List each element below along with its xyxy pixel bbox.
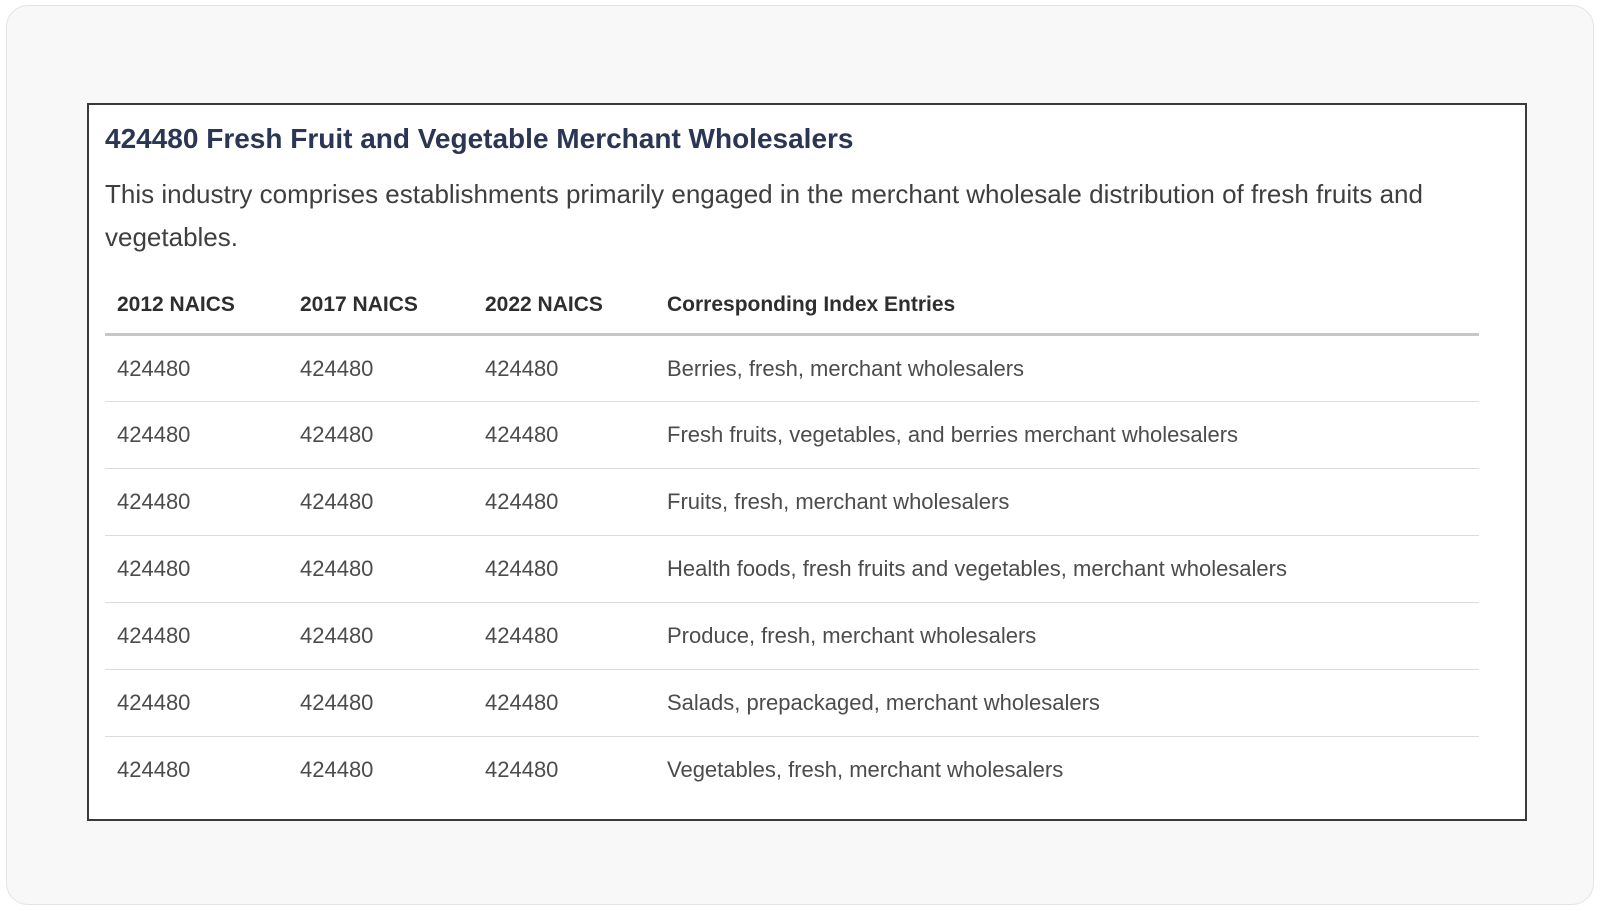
table-header-row: 2012 NAICS 2017 NAICS 2022 NAICS Corresp… bbox=[105, 293, 1479, 336]
naics-2012-cell: 424480 bbox=[105, 535, 288, 603]
column-header-index-entries: Corresponding Index Entries bbox=[655, 293, 1479, 336]
naics-2012-cell: 424480 bbox=[105, 401, 288, 469]
index-entry-cell: Vegetables, fresh, merchant wholesalers bbox=[667, 757, 1064, 783]
naics-2022-cell: 424480 bbox=[473, 602, 655, 670]
table-header: 2012 NAICS 2017 NAICS 2022 NAICS Corresp… bbox=[105, 293, 1479, 336]
index-entry-cell: Health foods, fresh fruits and vegetable… bbox=[655, 535, 1479, 603]
naics-2017-cell: 424480 bbox=[288, 669, 473, 737]
table-row: 424480 424480 424480 Vegetables, fresh, … bbox=[105, 737, 1479, 804]
naics-2017-cell: 424480 bbox=[288, 602, 473, 670]
naics-2022-cell: 424480 bbox=[473, 401, 655, 469]
naics-2022-cell: 424480 bbox=[473, 669, 655, 737]
table-body: 424480 424480 424480 Berries, fresh, mer… bbox=[105, 334, 1479, 804]
content-panel: 424480 Fresh Fruit and Vegetable Merchan… bbox=[6, 5, 1594, 905]
table-row: 424480 424480 424480 Fruits, fresh, merc… bbox=[105, 468, 1479, 536]
naics-crosswalk-table: 2012 NAICS 2017 NAICS 2022 NAICS Corresp… bbox=[105, 293, 1479, 804]
table-row: 424480 424480 424480 Salads, prepackaged… bbox=[105, 669, 1479, 737]
naics-2012-cell: 424480 bbox=[105, 468, 288, 536]
naics-2012-cell: 424480 bbox=[105, 669, 288, 737]
naics-2022-cell: 424480 bbox=[473, 468, 655, 536]
table-row: 424480 424480 424480 Fresh fruits, veget… bbox=[105, 401, 1479, 469]
column-header-2012-naics: 2012 NAICS bbox=[105, 293, 288, 336]
naics-2017-cell: 424480 bbox=[288, 334, 473, 402]
naics-2017-cell: 424480 bbox=[288, 401, 473, 469]
naics-2017-cell: 424480 bbox=[288, 535, 473, 603]
naics-2017-cell: 424480 bbox=[300, 757, 374, 783]
index-entry-cell: Berries, fresh, merchant wholesalers bbox=[655, 334, 1479, 402]
table-row: 424480 424480 424480 Produce, fresh, mer… bbox=[105, 602, 1479, 670]
naics-2022-cell: 424480 bbox=[473, 334, 655, 402]
index-entry-cell: Salads, prepackaged, merchant wholesaler… bbox=[655, 669, 1479, 737]
naics-2012-cell: 424480 bbox=[117, 757, 191, 783]
table-row: 424480 424480 424480 Health foods, fresh… bbox=[105, 535, 1479, 603]
industry-definition-card: 424480 Fresh Fruit and Vegetable Merchan… bbox=[87, 103, 1527, 821]
column-header-2022-naics: 2022 NAICS bbox=[473, 293, 655, 336]
index-entry-cell: Fruits, fresh, merchant wholesalers bbox=[655, 468, 1479, 536]
industry-description: This industry comprises establishments p… bbox=[105, 179, 1423, 252]
naics-2012-cell: 424480 bbox=[105, 334, 288, 402]
table-row: 424480 424480 424480 Berries, fresh, mer… bbox=[105, 334, 1479, 402]
column-header-2017-naics: 2017 NAICS bbox=[288, 293, 473, 336]
naics-2022-cell: 424480 bbox=[473, 535, 655, 603]
naics-2017-cell: 424480 bbox=[288, 468, 473, 536]
naics-2012-cell: 424480 bbox=[105, 602, 288, 670]
naics-2022-cell: 424480 bbox=[485, 757, 559, 783]
page-title: 424480 Fresh Fruit and Vegetable Merchan… bbox=[105, 123, 854, 154]
index-entry-cell: Produce, fresh, merchant wholesalers bbox=[655, 602, 1479, 670]
index-entry-cell: Fresh fruits, vegetables, and berries me… bbox=[655, 401, 1479, 469]
